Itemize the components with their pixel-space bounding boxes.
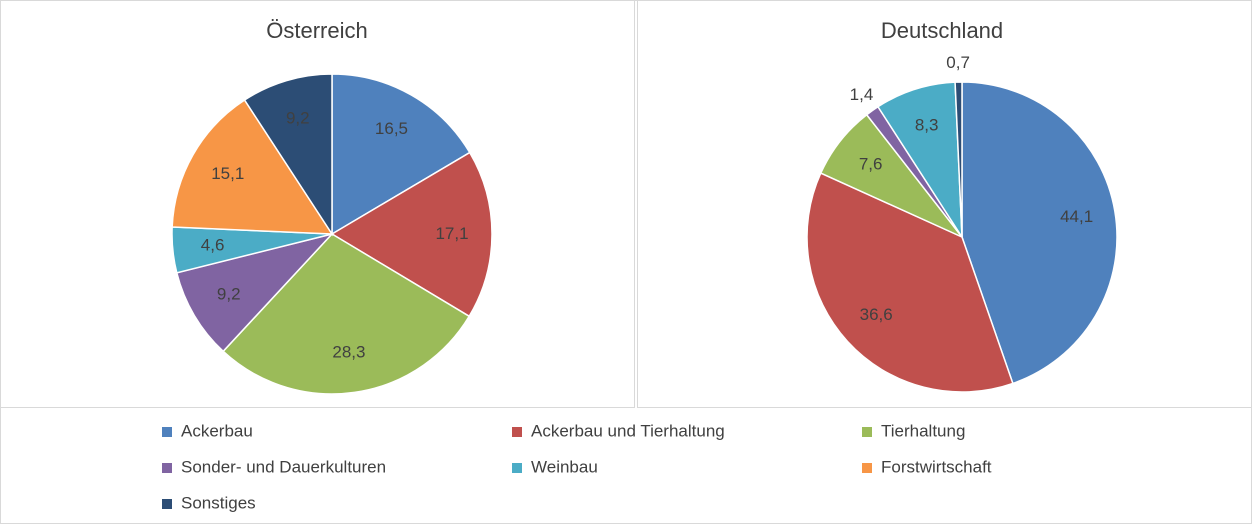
- pie-slice: [330, 151, 493, 318]
- pie-slice: [961, 81, 1118, 385]
- legend-swatch: [162, 463, 172, 473]
- pie-slice: [243, 73, 333, 237]
- data-label: 9,2: [286, 108, 310, 127]
- pie-slice: [806, 172, 1014, 393]
- data-label: 0,7: [946, 53, 970, 72]
- legend-swatch: [512, 427, 522, 437]
- pie-slice: [954, 81, 963, 238]
- data-label: 4,6: [201, 236, 225, 255]
- legend-label: Sonder- und Dauerkulturen: [181, 457, 386, 476]
- legend-swatch: [162, 499, 172, 509]
- legend-swatch: [862, 427, 872, 437]
- data-label: 28,3: [332, 342, 365, 361]
- panel: [0, 0, 635, 408]
- pie-slice: [222, 233, 471, 395]
- data-label: 16,5: [375, 119, 408, 138]
- data-label: 36,6: [860, 305, 893, 324]
- data-label: 1,4: [850, 85, 874, 104]
- legend-label: Ackerbau: [181, 421, 253, 440]
- data-label: 9,2: [217, 285, 241, 304]
- legend-swatch: [512, 463, 522, 473]
- legend-label: Weinbau: [531, 457, 598, 476]
- legend-label: Ackerbau und Tierhaltung: [531, 421, 725, 440]
- data-label: 7,6: [859, 155, 883, 174]
- chart-title: Österreich: [266, 18, 367, 43]
- pie-slice: [331, 73, 471, 236]
- data-label: 44,1: [1060, 207, 1093, 226]
- pie-slice: [171, 98, 334, 235]
- legend-label: Tierhaltung: [881, 421, 965, 440]
- data-label: 8,3: [915, 116, 939, 135]
- chart-title: Deutschland: [881, 18, 1003, 43]
- legend-label: Forstwirtschaft: [881, 457, 992, 476]
- legend-swatch: [162, 427, 172, 437]
- legend-label: Sonstiges: [181, 493, 256, 512]
- data-label: 15,1: [211, 164, 244, 183]
- legend-swatch: [862, 463, 872, 473]
- data-label: 17,1: [435, 224, 468, 243]
